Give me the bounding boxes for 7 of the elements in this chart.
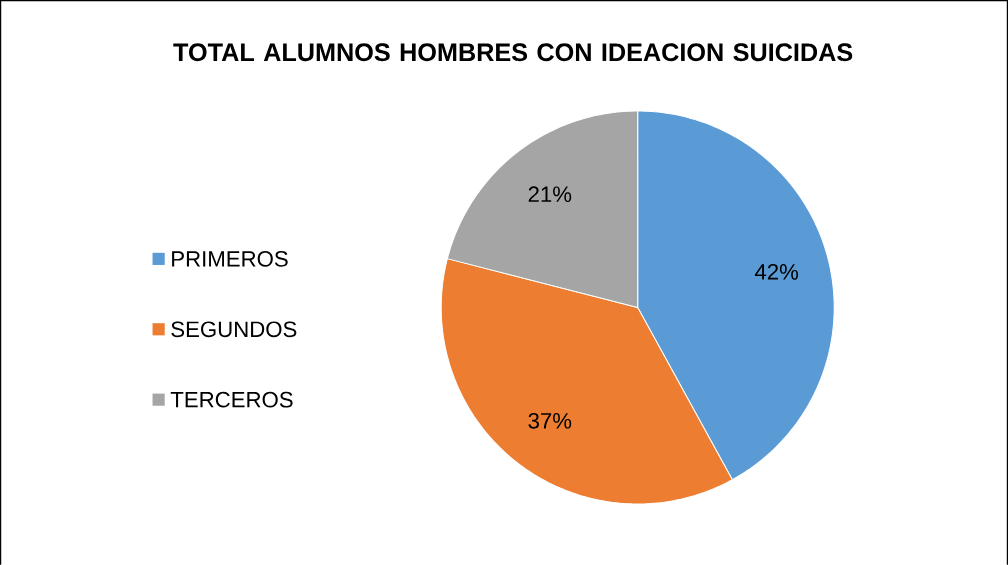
data-label: 37% <box>528 412 572 429</box>
data-label: 21% <box>528 186 572 202</box>
legend-label: SEGUNDOS <box>171 321 297 337</box>
legend-label: TERCEROS <box>170 391 293 408</box>
data-label: 42% <box>754 263 799 280</box>
legend-label: PRIMEROS <box>172 250 288 267</box>
chart-title: TOTAL ALUMNOS HOMBRES CON IDEACION SUICIDAS <box>173 43 853 62</box>
